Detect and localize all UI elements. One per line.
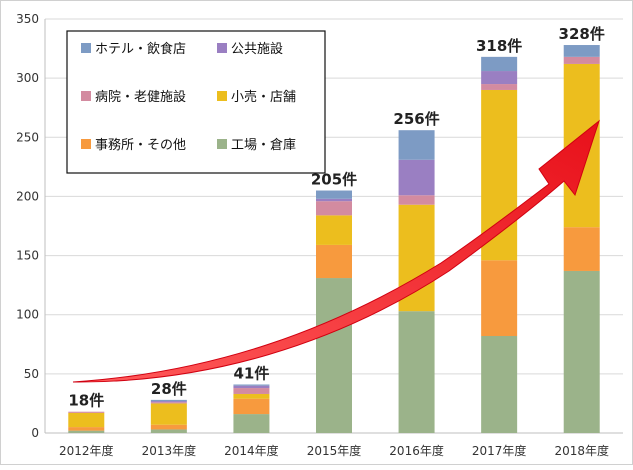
x-tick-label: 2015年度 (307, 443, 362, 458)
bar-segment (398, 195, 435, 205)
y-tick-label: 150 (16, 249, 39, 263)
bar-segment (150, 403, 187, 425)
legend-swatch (217, 139, 227, 149)
total-labels: 18件 28件 41件 205件 256件 318件 328件 (68, 25, 605, 410)
bar-segment (233, 385, 270, 389)
bar-segment (68, 430, 105, 433)
y-tick-label: 250 (16, 130, 39, 144)
bar-segment (233, 388, 270, 394)
y-tick-label: 100 (16, 308, 39, 322)
bar-segment (150, 402, 187, 404)
bar-segment (233, 398, 270, 415)
bar-segment (233, 414, 270, 433)
legend-swatch (81, 91, 91, 101)
y-tick-label: 300 (16, 71, 39, 85)
bar-segment (481, 84, 518, 90)
axes: 0 50 100 150 200 250 300 350 2012年度 2013年度 2014年度 2… (16, 12, 623, 458)
bar-segment (316, 278, 352, 433)
bar-segment (316, 201, 352, 216)
bar-segment (563, 270, 600, 433)
legend-box (66, 30, 326, 174)
y-tick-label: 350 (16, 12, 39, 26)
legend-label: 小売・店舗 (231, 89, 296, 105)
bar-segment (316, 198, 352, 202)
bar-segment (150, 429, 187, 433)
legend-swatch (217, 91, 227, 101)
bar-segment (150, 424, 187, 430)
legend-label: 病院・老健施設 (95, 89, 186, 105)
bar-segment (563, 45, 600, 57)
bar-segment (316, 190, 352, 199)
legend-label: 公共施設 (231, 41, 283, 57)
bar-segment (398, 311, 435, 433)
bar-segment (481, 336, 518, 433)
legend-swatch (81, 139, 91, 149)
bar-segment (68, 427, 105, 431)
bar-segment (563, 227, 600, 271)
bar-segment (233, 393, 270, 399)
bar-segment (481, 260, 518, 337)
bar-segment (316, 244, 352, 279)
bar-segment (233, 384, 270, 386)
x-tick-label: 2012年度 (59, 443, 114, 458)
legend-swatch (217, 43, 227, 53)
legend-label: ホテル・飲食店 (95, 41, 186, 57)
bars (68, 45, 600, 433)
total-label: 256件 (393, 110, 439, 128)
growth-arrow (72, 119, 600, 383)
bar-segment (398, 130, 435, 160)
total-label: 318件 (476, 37, 522, 55)
bar-segment (68, 411, 105, 413)
legend-label: 事務所・その他 (95, 138, 186, 153)
x-tick-label: 2013年度 (142, 443, 197, 458)
bar-segment (68, 412, 105, 428)
y-tick-label: 0 (31, 426, 39, 440)
bar-segment (563, 56, 600, 64)
total-label: 41件 (233, 365, 269, 383)
total-label: 205件 (311, 171, 357, 189)
total-label: 18件 (68, 392, 104, 410)
growth-arrow-shape (72, 119, 600, 383)
x-tick-label: 2018年度 (554, 443, 609, 458)
y-tick-label: 50 (24, 367, 39, 381)
total-label: 328件 (559, 25, 605, 43)
bar-segment (481, 56, 518, 72)
legend-label: 工場・倉庫 (231, 138, 296, 153)
bar-segment (481, 71, 518, 85)
x-tick-label: 2014年度 (224, 443, 279, 458)
legend-swatch (81, 43, 91, 53)
bar-segment (150, 399, 187, 402)
x-tick-label: 2017年度 (472, 443, 527, 458)
bar-segment (150, 401, 187, 403)
bar-segment (316, 215, 352, 245)
x-tick-label: 2016年度 (389, 443, 444, 458)
total-label: 28件 (151, 380, 187, 398)
bar-segment (398, 159, 435, 196)
y-tick-label: 200 (16, 189, 39, 203)
